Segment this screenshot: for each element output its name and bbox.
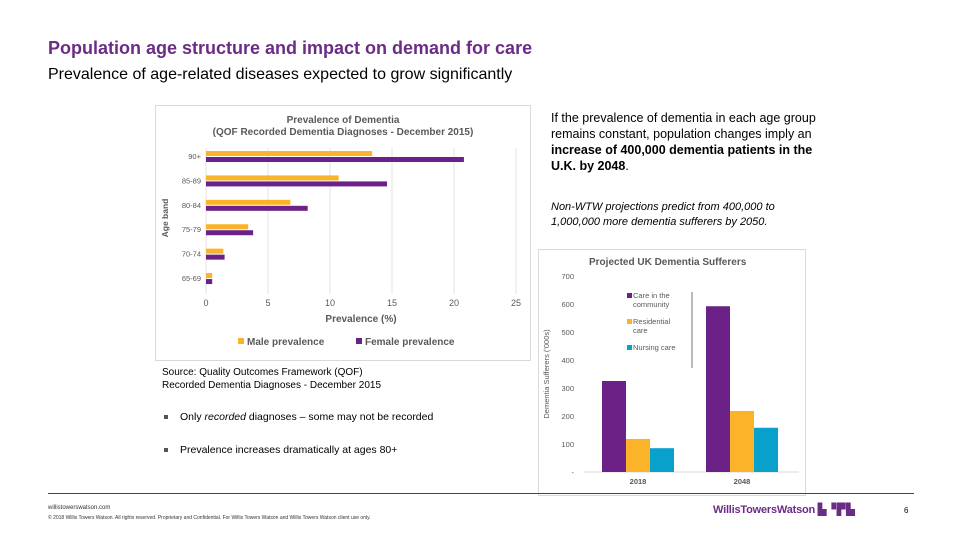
bar-residential-care — [730, 410, 754, 472]
bar-residential-care — [626, 438, 650, 472]
y-tick-label: 300 — [561, 384, 574, 393]
y-tick-label: 500 — [561, 328, 574, 337]
y-tick-label: - — [572, 468, 575, 477]
legend-label: Residential — [633, 317, 670, 326]
page-title: Population age structure and impact on d… — [48, 38, 533, 58]
x-tick-label: 15 — [387, 298, 397, 308]
company-logo: WillisTowersWatson ▙▝▛▙ — [713, 503, 856, 516]
footer-site-link[interactable]: willistowerswatson.com — [48, 505, 111, 511]
y-tick-label: 80-84 — [182, 201, 201, 210]
bullet-text: diagnoses – some may not be recorded — [245, 411, 434, 423]
bullet-emphasis: recorded — [204, 411, 246, 423]
bar-male-prevalence — [206, 273, 213, 279]
bar-female-prevalence — [206, 181, 388, 187]
footer-copyright: © 2018 Willis Towers Watson. All rights … — [48, 515, 371, 521]
legend-swatch — [356, 338, 362, 344]
bar-female-prevalence — [206, 254, 225, 260]
bullet-text: Only — [180, 411, 205, 423]
legend-swatch — [627, 319, 632, 324]
intro-text: If the prevalence of dementia in each ag… — [551, 110, 821, 174]
x-tick-label: 2018 — [630, 477, 647, 486]
source-note: Source: Quality Outcomes Framework (QOF)… — [162, 366, 381, 392]
bar-care-in-the-community — [706, 306, 730, 472]
logo-text: WillisTowersWatson — [713, 504, 816, 516]
y-tick-label: 85-89 — [182, 176, 201, 185]
bar-female-prevalence — [206, 157, 464, 162]
legend-label: Male prevalence — [247, 337, 325, 348]
legend-swatch — [627, 345, 632, 350]
y-axis-label: Age band — [160, 199, 170, 238]
y-tick-label: 400 — [561, 356, 574, 365]
footer-divider — [48, 493, 914, 494]
chart-subtitle: (QOF Recorded Dementia Diagnoses - Decem… — [213, 127, 474, 138]
x-tick-label: 2048 — [734, 477, 751, 486]
x-tick-label: 0 — [203, 298, 208, 308]
bar-female-prevalence — [206, 230, 254, 236]
x-tick-label: 20 — [449, 298, 459, 308]
y-tick-label: 75-79 — [182, 225, 201, 234]
page-number: 6 — [904, 506, 909, 515]
legend-label: community — [633, 300, 670, 309]
source-line-1: Source: Quality Outcomes Framework (QOF) — [162, 367, 363, 378]
bullet-icon — [164, 415, 168, 420]
intro-plain: If the prevalence of dementia in each ag… — [551, 111, 816, 141]
logo-mark-icon: ▙▝▛▙ — [817, 504, 856, 516]
bar-male-prevalence — [206, 199, 291, 205]
x-tick-label: 25 — [511, 298, 521, 308]
x-axis-label: Prevalence (%) — [325, 314, 396, 325]
y-tick-label: 65-69 — [182, 274, 201, 283]
legend-label: Female prevalence — [365, 337, 455, 348]
projection-note: Non-WTW projections predict from 400,000… — [551, 201, 775, 228]
intro-end: . — [625, 159, 629, 173]
y-tick-label: 600 — [561, 300, 574, 309]
bar-female-prevalence — [206, 205, 308, 211]
y-tick-label: 100 — [561, 440, 574, 449]
legend-label: Nursing care — [633, 343, 676, 352]
bullet-prevalence: Prevalence increases dramatically at age… — [164, 444, 397, 456]
bar-care-in-the-community — [602, 381, 626, 472]
prevalence-chart: Prevalence of Dementia (QOF Recorded Deme… — [155, 105, 531, 361]
y-axis-label: Dementia Sufferers ('000s) — [542, 329, 551, 419]
bullet-recorded: Only recorded diagnoses – some may not b… — [164, 411, 433, 423]
legend-swatch — [627, 293, 632, 298]
y-tick-label: 700 — [561, 272, 574, 281]
y-tick-label: 70-74 — [182, 250, 201, 259]
chart-title: Projected UK Dementia Sufferers — [589, 257, 747, 268]
intro-bold: increase of 400,000 dementia patients in… — [551, 143, 813, 173]
y-tick-label: 90+ — [188, 152, 201, 161]
page-subtitle: Prevalence of age-related diseases expec… — [48, 66, 513, 83]
bar-male-prevalence — [206, 224, 249, 230]
bar-female-prevalence — [206, 279, 213, 285]
legend-label: Care in the — [633, 291, 670, 300]
bar-male-prevalence — [206, 151, 373, 156]
bar-nursing-care — [754, 427, 778, 472]
projected-sufferers-chart: Projected UK Dementia Sufferers - 100 200 30… — [538, 249, 806, 496]
x-tick-label: 10 — [325, 298, 335, 308]
bar-male-prevalence — [206, 175, 339, 181]
legend-label: care — [633, 326, 648, 335]
x-tick-label: 5 — [265, 298, 270, 308]
bullet-text: Prevalence increases dramatically at age… — [180, 444, 398, 456]
source-line-2: Recorded Dementia Diagnoses - December 2… — [162, 380, 382, 391]
bullet-icon — [164, 448, 168, 453]
chart-title: Prevalence of Dementia — [287, 115, 400, 126]
legend-swatch — [238, 338, 244, 344]
y-tick-label: 200 — [561, 412, 574, 421]
bar-male-prevalence — [206, 248, 224, 254]
bar-nursing-care — [650, 448, 674, 472]
